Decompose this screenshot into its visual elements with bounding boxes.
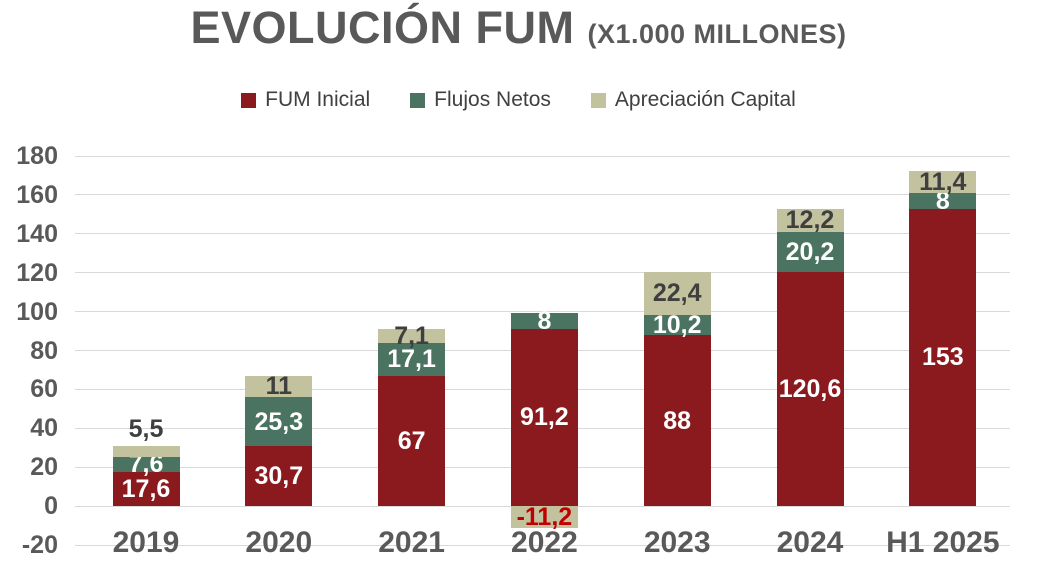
legend-swatch-icon	[590, 92, 606, 108]
data-label: -11,2	[516, 502, 573, 531]
bar-segment-flujos-netos-2020	[245, 397, 313, 447]
data-label: 8	[537, 306, 552, 335]
x-axis-tick-label: 2023	[643, 526, 711, 559]
y-axis-tick-label: 100	[16, 297, 58, 326]
data-label: 11	[265, 372, 293, 401]
data-label: 153	[921, 343, 964, 372]
y-axis-tick-label: 20	[30, 453, 58, 482]
legend-item: FUM Inicial	[241, 88, 370, 112]
bar-segment-fum-inicial-2022	[510, 328, 578, 507]
data-label: 67	[397, 426, 426, 455]
y-axis-tick-label: 120	[16, 258, 58, 287]
data-label: 7,1	[394, 321, 429, 350]
data-label: 5,5	[128, 415, 164, 444]
bar-segment-fum-inicial-2024	[776, 271, 844, 507]
data-label: 120,6	[778, 374, 842, 403]
bar-segment-apreciaci-n-capital-h1-2025	[909, 170, 977, 193]
data-label: 22,4	[652, 279, 702, 308]
y-axis-tick-label: -20	[21, 531, 58, 559]
data-label: 12,2	[785, 206, 835, 235]
data-label: 17,6	[121, 474, 171, 503]
x-axis-tick-label: 2021	[378, 526, 445, 559]
bar-segment-apreciaci-n-capital-2024	[776, 208, 844, 233]
bar-segment-fum-inicial-2023	[643, 334, 711, 507]
chart-title: EVOLUCIÓN FUM (X1.000 MILLONES)	[0, 2, 1037, 54]
data-label: 8	[935, 186, 950, 215]
legend: FUM Inicial Flujos Netos Apreciación Capit…	[0, 88, 1037, 112]
legend-label: FUM Inicial	[265, 88, 371, 111]
data-label: 30,7	[254, 462, 304, 491]
bar-segment-apreciaci-n-capital-2019	[112, 446, 180, 458]
bar-segment-fum-inicial-2020	[245, 446, 313, 507]
data-label: 25,3	[254, 407, 304, 436]
bar-segment-flujos-netos-2022	[510, 313, 578, 329]
y-axis-tick-label: 140	[16, 219, 58, 248]
bar-segment-apreciaci-n-capital-2020	[245, 375, 313, 398]
legend-item: Apreciación Capital	[590, 88, 796, 112]
y-axis-tick-label: 160	[16, 180, 58, 209]
x-axis-tick-label: 2020	[245, 526, 313, 559]
legend-label: Apreciación Capital	[614, 88, 796, 111]
y-axis-tick-label: 40	[30, 414, 58, 443]
bar-segment-apreciaci-n-capital-2021	[378, 328, 446, 343]
y-axis-tick-label: 180	[16, 142, 58, 170]
x-axis-tick-label: 2024	[776, 526, 844, 559]
gridline	[75, 155, 1010, 157]
gridline	[75, 194, 1010, 196]
bar-segment-fum-inicial-2019	[112, 471, 180, 507]
legend-label: Flujos Netos	[434, 88, 551, 111]
x-axis-tick-label: H1 2025	[886, 526, 1000, 559]
bar-segment-flujos-netos-2019	[112, 457, 180, 472]
chart-title-suffix: (X1.000 MILLONES)	[587, 19, 847, 49]
data-label: 91,2	[520, 403, 569, 432]
legend-swatch-icon	[241, 92, 257, 108]
data-label: 88	[663, 406, 692, 435]
gridline	[75, 311, 1010, 313]
bar-segment-flujos-netos-2024	[776, 232, 844, 272]
bar-segment-apreciaci-n-capital-2023	[643, 271, 711, 316]
bar-segment-flujos-netos-2021	[378, 342, 446, 376]
gridline	[75, 233, 1010, 235]
bar-segment-fum-inicial-2021	[378, 375, 446, 507]
bar-segment-apreciaci-n-capital-2022	[510, 506, 578, 528]
legend-swatch-icon	[410, 92, 426, 108]
bar-segment-fum-inicial-h1-2025	[909, 208, 977, 507]
data-label: 10,2	[652, 311, 702, 340]
gridline	[75, 272, 1010, 274]
x-axis-tick-label: 2022	[511, 526, 578, 559]
data-label: 17,1	[387, 345, 436, 374]
chart-title-main: EVOLUCIÓN FUM	[190, 2, 575, 53]
data-label: 20,2	[785, 237, 835, 266]
gridline	[75, 544, 1010, 546]
bar-segment-flujos-netos-2023	[643, 315, 711, 335]
x-axis-tick-label: 2019	[112, 526, 180, 559]
data-label: 11,4	[919, 167, 967, 196]
y-axis-tick-label: 80	[30, 336, 58, 365]
y-axis-tick-label: 0	[44, 492, 58, 521]
legend-item: Flujos Netos	[410, 88, 551, 112]
y-axis-tick-label: 60	[30, 375, 58, 404]
bar-segment-flujos-netos-h1-2025	[909, 192, 977, 209]
